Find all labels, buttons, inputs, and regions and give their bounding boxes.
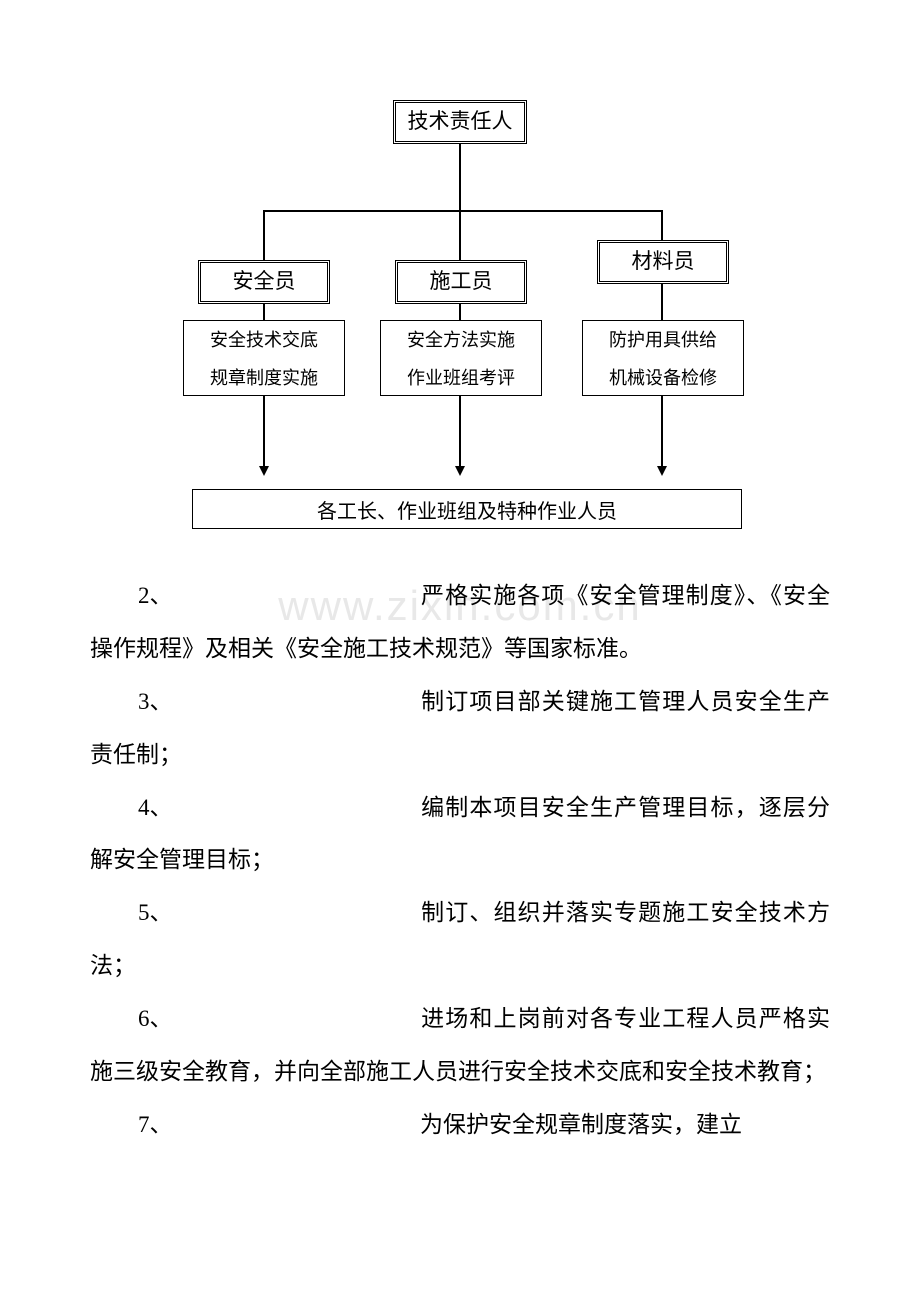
mid-right-node: 材料员	[597, 240, 729, 284]
para-text: 为保护安全规章制度落实，建立	[420, 1112, 742, 1137]
detail-right-line2: 机械设备检修	[583, 364, 743, 390]
para-num: 3、	[90, 676, 420, 729]
paragraph-5: 5、制订、组织并落实专题施工安全技术方法；	[90, 887, 830, 993]
bottom-node: 各工长、作业班组及特种作业人员	[192, 489, 742, 529]
connector	[263, 304, 265, 320]
mid-right-label: 材料员	[632, 245, 695, 279]
connector	[459, 396, 461, 466]
connector	[263, 396, 265, 466]
para-num: 4、	[90, 782, 420, 835]
top-node: 技术责任人	[393, 100, 527, 144]
connector	[459, 210, 461, 260]
para-num: 6、	[90, 993, 420, 1046]
detail-left: 安全技术交底 规章制度实施	[183, 320, 345, 396]
arrow-down-icon	[657, 466, 667, 476]
connector	[263, 210, 663, 212]
connector	[459, 304, 461, 320]
connector	[263, 210, 265, 260]
detail-center-line1: 安全方法实施	[381, 326, 541, 352]
paragraph-2: 2、严格实施各项《安全管理制度》、《安全操作规程》及相关《安全施工技术规范》等国…	[90, 570, 830, 676]
para-num: 2、	[90, 570, 420, 623]
detail-left-line2: 规章制度实施	[184, 364, 344, 390]
paragraph-4: 4、编制本项目安全生产管理目标，逐层分解安全管理目标；	[90, 782, 830, 888]
arrow-down-icon	[455, 466, 465, 476]
paragraph-3: 3、制订项目部关键施工管理人员安全生产责任制；	[90, 676, 830, 782]
paragraph-7: 7、为保护安全规章制度落实，建立	[90, 1099, 830, 1152]
para-num: 5、	[90, 887, 420, 940]
document-body: 2、严格实施各项《安全管理制度》、《安全操作规程》及相关《安全施工技术规范》等国…	[0, 540, 920, 1152]
mid-left-label: 安全员	[233, 265, 296, 299]
connector	[459, 144, 461, 210]
detail-right-line1: 防护用具供给	[583, 326, 743, 352]
arrow-down-icon	[259, 466, 269, 476]
para-num: 7、	[90, 1099, 420, 1152]
org-chart: 技术责任人 安全员 施工员 材料员 安全技术交底 规章制度实施 安全方法实施 作…	[0, 0, 920, 540]
detail-center: 安全方法实施 作业班组考评	[380, 320, 542, 396]
connector	[661, 284, 663, 320]
connector	[661, 396, 663, 466]
top-node-label: 技术责任人	[408, 105, 513, 139]
detail-center-line2: 作业班组考评	[381, 364, 541, 390]
connector	[661, 210, 663, 240]
mid-center-node: 施工员	[395, 260, 527, 304]
paragraph-6: 6、进场和上岗前对各专业工程人员严格实施三级安全教育，并向全部施工人员进行安全技…	[90, 993, 830, 1099]
detail-left-line1: 安全技术交底	[184, 326, 344, 352]
detail-right: 防护用具供给 机械设备检修	[582, 320, 744, 396]
bottom-node-label: 各工长、作业班组及特种作业人员	[317, 495, 617, 524]
mid-center-label: 施工员	[430, 265, 493, 299]
mid-left-node: 安全员	[198, 260, 330, 304]
